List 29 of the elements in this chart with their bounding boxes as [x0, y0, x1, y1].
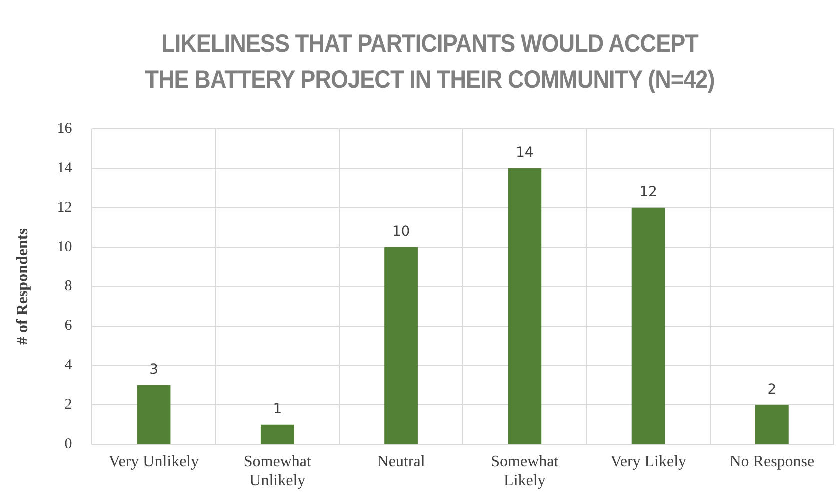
bar: [755, 405, 789, 444]
bar: [384, 247, 418, 444]
data-label: 12: [640, 184, 658, 201]
y-tick-label: 10: [57, 239, 72, 256]
y-tick-label: 12: [57, 200, 72, 216]
y-tick-label: 4: [64, 358, 73, 374]
x-tick-label: Somewhat Unlikely: [244, 453, 312, 490]
x-tick-label: Neutral: [377, 453, 426, 470]
y-tick-label: 0: [64, 436, 72, 453]
data-label: 1: [273, 402, 282, 418]
y-tick-label: 14: [57, 160, 73, 176]
data-label: 2: [768, 382, 777, 398]
x-tick-label: Very Likely: [610, 453, 687, 470]
data-label: 10: [392, 224, 410, 240]
bar: [632, 208, 666, 444]
bar: [508, 168, 542, 444]
y-axis-title: # of Respondents: [14, 228, 32, 346]
x-tick-label: No Response: [730, 453, 815, 470]
y-tick-label: 2: [64, 397, 72, 414]
y-tick-label: 6: [64, 318, 73, 334]
x-tick-label: Very Unlikely: [108, 453, 200, 470]
data-label: 14: [516, 145, 534, 162]
bar: [137, 385, 171, 444]
y-tick-label: 16: [57, 120, 73, 137]
data-label: 3: [150, 362, 158, 378]
y-tick-label: 8: [64, 278, 72, 295]
x-tick-label: Somewhat Likely: [491, 453, 560, 490]
bar: [260, 424, 294, 444]
chart-title: LIKELINESS THAT PARTICIPANTS WOULD ACCEPT THE BATTERY PROJECT IN THEIR COMMUNITY (N=42): [144, 29, 716, 96]
